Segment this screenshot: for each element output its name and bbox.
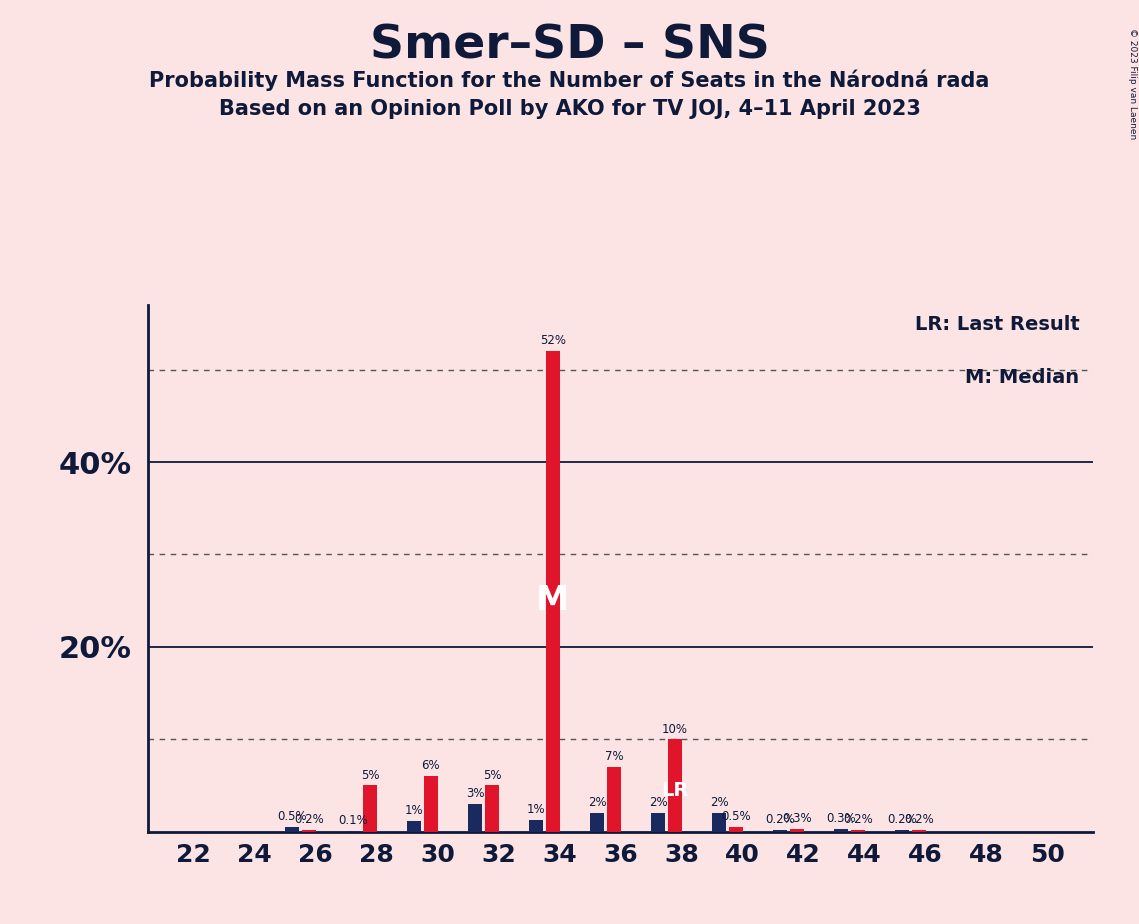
Bar	[530, 820, 543, 832]
Bar	[546, 351, 559, 832]
Text: 10%: 10%	[662, 723, 688, 736]
Text: 0.2%: 0.2%	[765, 813, 795, 826]
Bar	[485, 785, 499, 832]
Text: © 2023 Filip van Laenen: © 2023 Filip van Laenen	[1128, 28, 1137, 139]
Bar	[590, 813, 604, 832]
Bar	[895, 830, 909, 832]
Text: Smer–SD – SNS: Smer–SD – SNS	[369, 23, 770, 68]
Bar	[346, 831, 360, 832]
Text: M: M	[536, 584, 570, 617]
Bar	[790, 829, 804, 832]
Bar	[285, 827, 300, 832]
Text: 2%: 2%	[649, 796, 667, 809]
Text: 7%: 7%	[605, 750, 623, 763]
Bar	[468, 804, 482, 832]
Text: LR: Last Result: LR: Last Result	[915, 315, 1080, 334]
Text: 0.2%: 0.2%	[887, 813, 917, 826]
Text: 0.5%: 0.5%	[721, 810, 751, 823]
Text: 5%: 5%	[483, 769, 501, 782]
Text: 0.5%: 0.5%	[278, 810, 308, 823]
Bar	[912, 830, 926, 832]
Bar	[712, 813, 726, 832]
Bar	[302, 830, 316, 832]
Text: 2%: 2%	[710, 796, 729, 809]
Text: 6%: 6%	[421, 760, 441, 772]
Text: Probability Mass Function for the Number of Seats in the Národná rada: Probability Mass Function for the Number…	[149, 69, 990, 91]
Text: 0.2%: 0.2%	[294, 813, 323, 826]
Text: 5%: 5%	[361, 769, 379, 782]
Bar	[607, 767, 621, 832]
Bar	[773, 830, 787, 832]
Text: 52%: 52%	[540, 334, 566, 347]
Text: 0.1%: 0.1%	[338, 814, 368, 827]
Text: 3%: 3%	[466, 787, 484, 800]
Text: 1%: 1%	[527, 803, 546, 816]
Text: LR: LR	[662, 781, 689, 799]
Text: 2%: 2%	[588, 796, 606, 809]
Bar	[834, 829, 847, 832]
Bar	[652, 813, 665, 832]
Text: 0.2%: 0.2%	[904, 813, 934, 826]
Text: M: Median: M: Median	[965, 368, 1080, 387]
Text: 0.3%: 0.3%	[782, 812, 812, 825]
Bar	[424, 776, 437, 832]
Bar	[851, 830, 865, 832]
Bar	[729, 827, 743, 832]
Text: 0.2%: 0.2%	[843, 813, 872, 826]
Text: Based on an Opinion Poll by AKO for TV JOJ, 4–11 April 2023: Based on an Opinion Poll by AKO for TV J…	[219, 99, 920, 119]
Text: 1%: 1%	[404, 804, 424, 817]
Bar	[667, 739, 682, 832]
Bar	[363, 785, 377, 832]
Text: 0.3%: 0.3%	[826, 812, 855, 825]
Bar	[408, 821, 421, 832]
